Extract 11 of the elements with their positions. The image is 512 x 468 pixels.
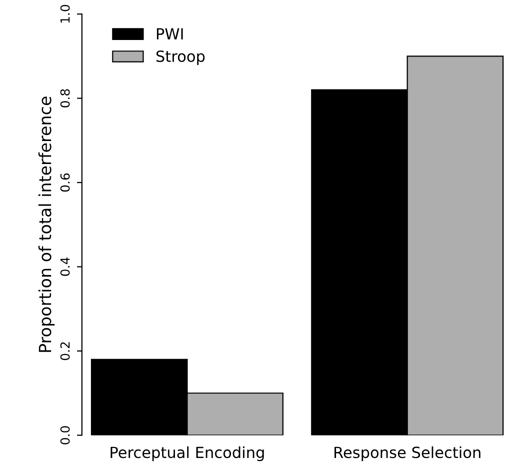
legend-label: Stroop <box>156 50 205 65</box>
y-tick-label: 0.6 <box>60 173 70 192</box>
y-tick-label: 1.0 <box>60 4 70 23</box>
x-tick-label: Response Selection <box>334 446 480 462</box>
y-tick-label: 0.0 <box>60 426 70 444</box>
y-axis-title: Proportion of total interference <box>38 96 55 352</box>
legend-label: PWI <box>156 28 183 40</box>
y-tick-label: 0.4 <box>60 258 70 276</box>
y-tick-label: 0.8 <box>60 89 70 108</box>
x-tick-label: Perceptual Encoding <box>110 446 264 462</box>
y-tick-label: 0.2 <box>60 342 70 360</box>
